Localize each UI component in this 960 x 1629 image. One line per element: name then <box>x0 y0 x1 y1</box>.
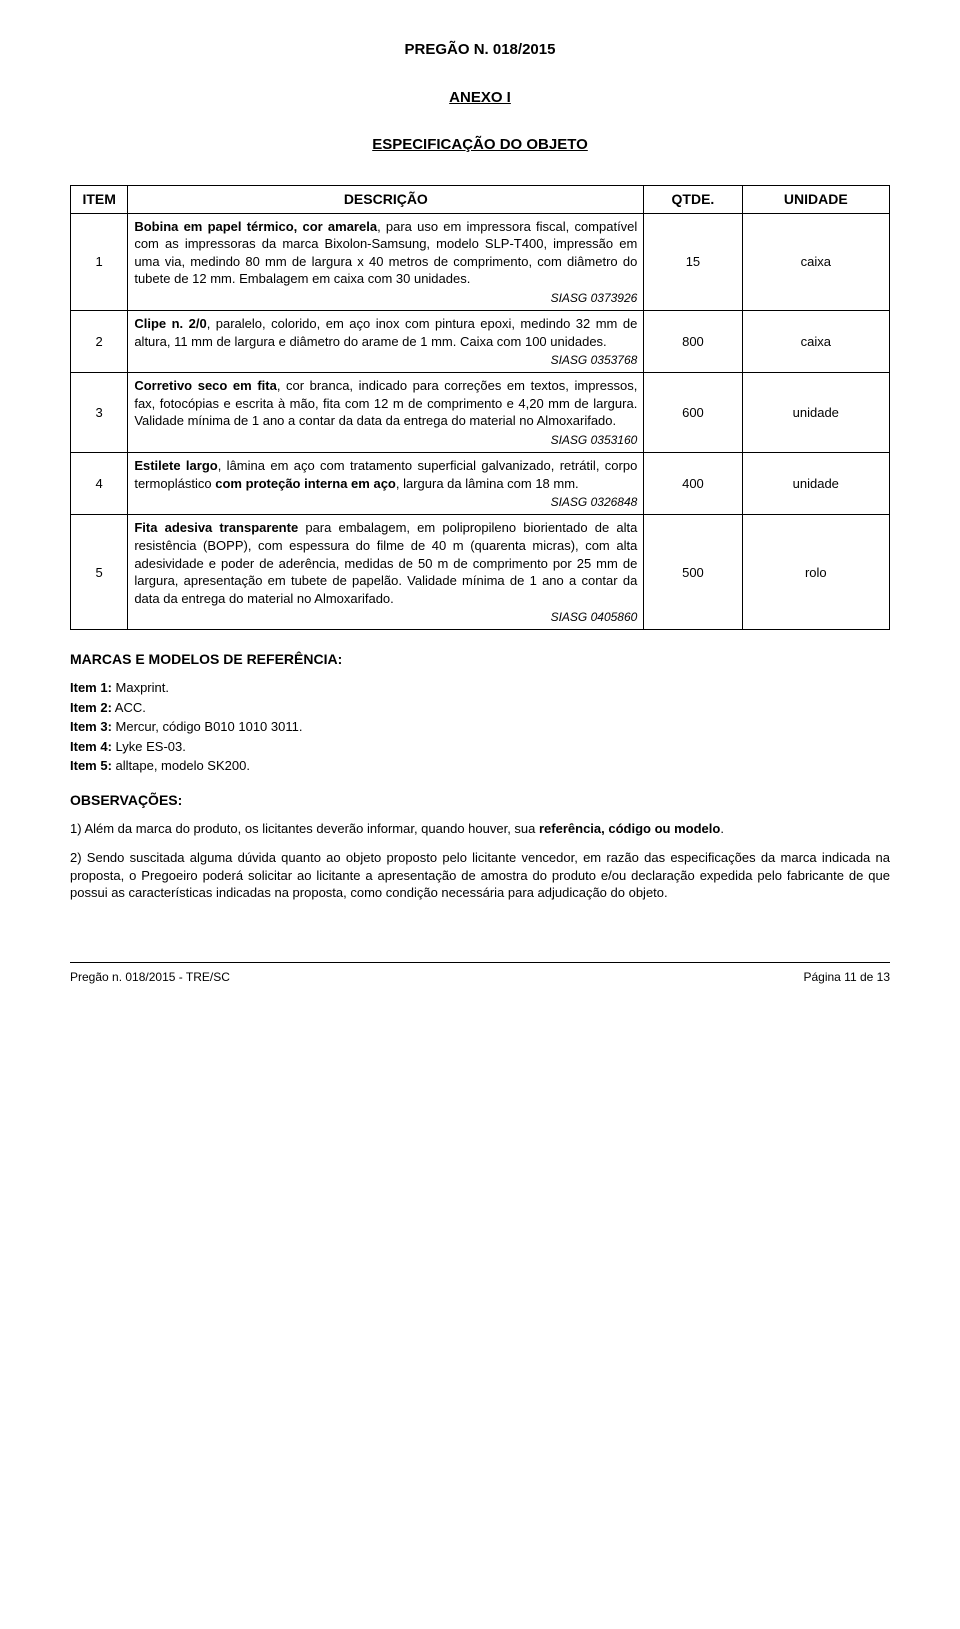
cell-unit: rolo <box>742 515 889 630</box>
cell-qty: 600 <box>644 373 742 453</box>
page-footer: Pregão n. 018/2015 - TRE/SC Página 11 de… <box>70 962 890 985</box>
refs-title: MARCAS E MODELOS DE REFERÊNCIA: <box>70 650 890 669</box>
desc-lead: Clipe n. 2/0 <box>134 316 206 331</box>
desc-lead: Estilete largo <box>134 458 217 473</box>
footer-left: Pregão n. 018/2015 - TRE/SC <box>70 969 230 985</box>
cell-unit: caixa <box>742 311 889 373</box>
obs-para-2: 2) Sendo suscitada alguma dúvida quanto … <box>70 849 890 902</box>
ref-line: Item 3: Mercur, código B010 1010 3011. <box>70 718 890 736</box>
desc-rest: , paralelo, colorido, em aço inox com pi… <box>134 316 637 349</box>
table-row: 5Fita adesiva transparente para embalage… <box>71 515 890 630</box>
ref-text: alltape, modelo SK200. <box>112 758 250 773</box>
table-header-row: ITEM DESCRIÇÃO QTDE. UNIDADE <box>71 185 890 213</box>
cell-qty: 400 <box>644 453 742 515</box>
ref-text: Maxprint. <box>112 680 169 695</box>
table-row: 4Estilete largo, lâmina em aço com trata… <box>71 453 890 515</box>
cell-desc: Bobina em papel térmico, cor amarela, pa… <box>128 213 644 310</box>
siasg-code: SIASG 0353768 <box>134 352 637 368</box>
ref-line: Item 1: Maxprint. <box>70 679 890 697</box>
siasg-code: SIASG 0326848 <box>134 494 637 510</box>
col-item: ITEM <box>71 185 128 213</box>
ref-text: Mercur, código B010 1010 3011. <box>112 719 303 734</box>
page-title: PREGÃO N. 018/2015 <box>70 40 890 60</box>
siasg-code: SIASG 0353160 <box>134 432 637 448</box>
ref-text: ACC. <box>112 700 146 715</box>
col-qty: QTDE. <box>644 185 742 213</box>
desc-rest-c: , largura da lâmina com 18 mm. <box>396 476 579 491</box>
obs-1-c: . <box>720 821 724 836</box>
cell-desc: Clipe n. 2/0, paralelo, colorido, em aço… <box>128 311 644 373</box>
col-unit: UNIDADE <box>742 185 889 213</box>
cell-qty: 500 <box>644 515 742 630</box>
ref-label: Item 2: <box>70 700 112 715</box>
siasg-code: SIASG 0373926 <box>134 290 637 306</box>
ref-label: Item 4: <box>70 739 112 754</box>
obs-title: OBSERVAÇÕES: <box>70 791 890 810</box>
obs-1-a: 1) Além da marca do produto, os licitant… <box>70 821 539 836</box>
cell-desc: Corretivo seco em fita, cor branca, indi… <box>128 373 644 453</box>
footer-right: Página 11 de 13 <box>803 969 890 985</box>
obs-1-b: referência, código ou modelo <box>539 821 720 836</box>
cell-item-no: 4 <box>71 453 128 515</box>
ref-text: Lyke ES-03. <box>112 739 186 754</box>
ref-label: Item 5: <box>70 758 112 773</box>
cell-qty: 800 <box>644 311 742 373</box>
ref-label: Item 3: <box>70 719 112 734</box>
cell-item-no: 2 <box>71 311 128 373</box>
table-row: 1Bobina em papel térmico, cor amarela, p… <box>71 213 890 310</box>
desc-lead: Corretivo seco em fita <box>134 378 277 393</box>
cell-item-no: 5 <box>71 515 128 630</box>
spec-label: ESPECIFICAÇÃO DO OBJETO <box>70 135 890 155</box>
cell-item-no: 1 <box>71 213 128 310</box>
table-row: 3Corretivo seco em fita, cor branca, ind… <box>71 373 890 453</box>
desc-bold-b: com proteção interna em aço <box>215 476 396 491</box>
col-desc: DESCRIÇÃO <box>128 185 644 213</box>
ref-line: Item 5: alltape, modelo SK200. <box>70 757 890 775</box>
cell-qty: 15 <box>644 213 742 310</box>
obs-para-1: 1) Além da marca do produto, os licitant… <box>70 820 890 838</box>
cell-unit: unidade <box>742 373 889 453</box>
table-row: 2Clipe n. 2/0, paralelo, colorido, em aç… <box>71 311 890 373</box>
desc-lead: Bobina em papel térmico, cor amarela <box>134 219 377 234</box>
ref-line: Item 4: Lyke ES-03. <box>70 738 890 756</box>
annex-label: ANEXO I <box>70 88 890 108</box>
spec-table: ITEM DESCRIÇÃO QTDE. UNIDADE 1Bobina em … <box>70 185 890 631</box>
siasg-code: SIASG 0405860 <box>134 609 637 625</box>
desc-lead: Fita adesiva transparente <box>134 520 298 535</box>
ref-line: Item 2: ACC. <box>70 699 890 717</box>
ref-label: Item 1: <box>70 680 112 695</box>
cell-desc: Fita adesiva transparente para embalagem… <box>128 515 644 630</box>
cell-unit: unidade <box>742 453 889 515</box>
cell-item-no: 3 <box>71 373 128 453</box>
cell-unit: caixa <box>742 213 889 310</box>
cell-desc: Estilete largo, lâmina em aço com tratam… <box>128 453 644 515</box>
